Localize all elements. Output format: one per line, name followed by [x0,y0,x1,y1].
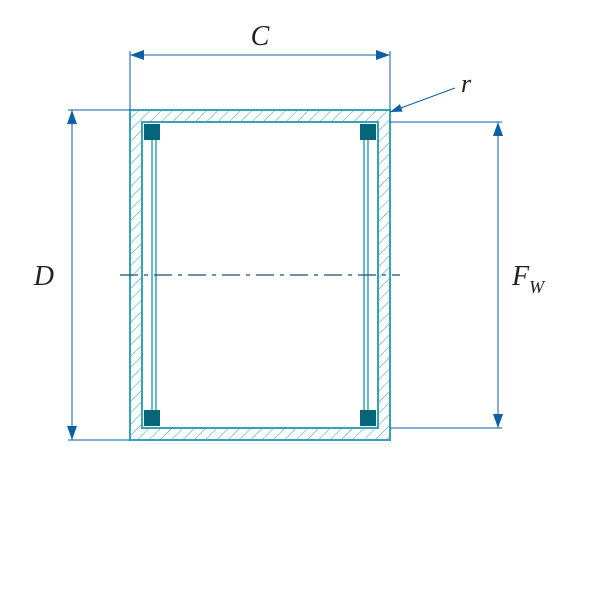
dim-label-r: r [461,69,472,98]
dim-label-d: D [33,261,54,292]
dim-label-fw: FW [511,261,546,297]
corner-seal-2 [144,410,160,426]
corner-seal-1 [360,124,376,140]
corner-seal-0 [144,124,160,140]
dim-label-c: C [251,21,270,52]
corner-seal-3 [360,410,376,426]
